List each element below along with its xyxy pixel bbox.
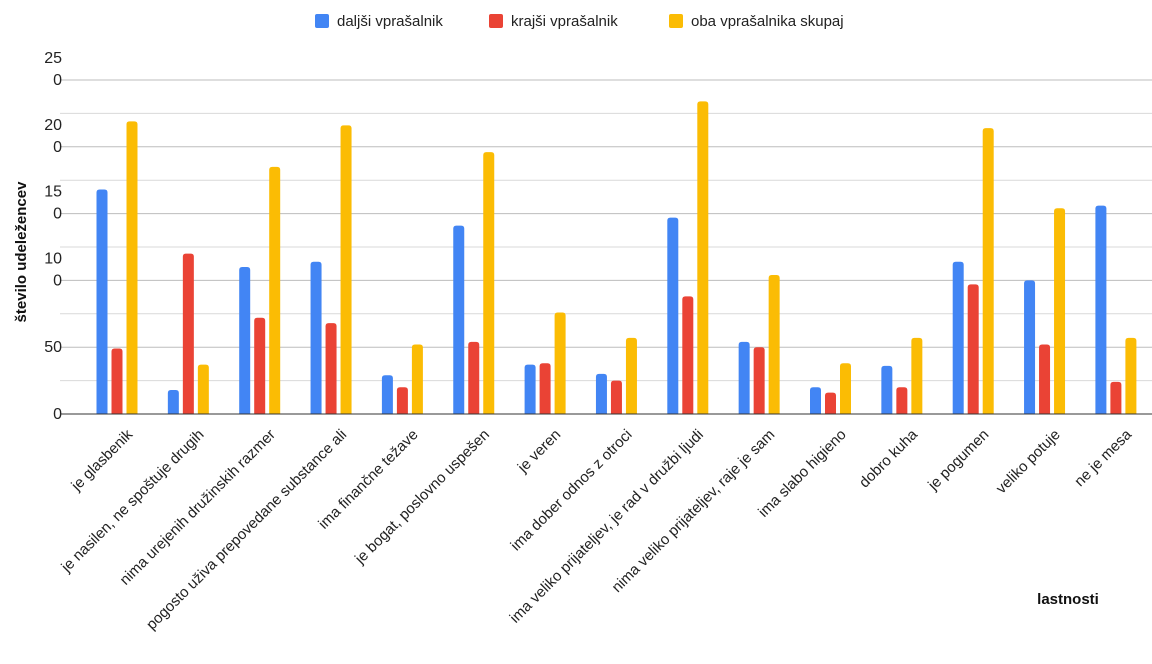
bar	[697, 101, 709, 414]
bar	[340, 125, 352, 414]
x-tick-label: je bogat, poslovno uspešen	[351, 426, 493, 568]
x-tick-label: ne je mesa	[1071, 426, 1135, 490]
bar	[881, 365, 893, 414]
bar	[1125, 337, 1137, 414]
x-tick-label: je nasilen, ne spoštuje drugih	[57, 426, 207, 576]
bar	[126, 121, 138, 414]
x-tick-label: je veren	[514, 426, 564, 476]
y-tick-label: 50	[44, 339, 62, 356]
bar	[768, 275, 780, 414]
bar	[554, 312, 566, 414]
x-tick-label: veliko potuje	[993, 426, 1064, 497]
bar	[239, 267, 251, 414]
bar	[738, 341, 750, 414]
bar	[396, 387, 408, 414]
bar	[825, 392, 836, 414]
bar	[982, 128, 994, 414]
bar	[197, 364, 209, 414]
bar	[182, 253, 194, 414]
y-tick-label: 25 0	[44, 50, 62, 89]
legend: daljši vprašalnik krajši vprašalnik oba vp…	[315, 13, 844, 30]
legend-swatch	[489, 14, 503, 28]
bar	[682, 296, 694, 414]
y-tick-label: 0	[53, 406, 62, 423]
y-axis-ticks: 0 50 10 0 15 0 20 0 25 0	[44, 50, 62, 423]
x-tick-label: je glasbenik	[67, 426, 136, 495]
bar	[96, 189, 108, 414]
bar	[667, 217, 679, 414]
legend-swatch	[315, 14, 329, 28]
x-axis-title: lastnosti	[1037, 591, 1099, 608]
bar	[254, 317, 266, 414]
x-tick-label: nima urejenih družinskih razmer	[117, 426, 279, 588]
bar	[595, 373, 607, 414]
bar	[810, 387, 821, 414]
bars	[96, 101, 1137, 415]
bar	[1054, 208, 1066, 414]
bar	[167, 389, 179, 414]
y-tick-label: 10 0	[44, 250, 62, 289]
legend-label: oba vprašalnika skupaj	[691, 13, 844, 30]
bar	[952, 261, 964, 414]
x-tick-label: ima dober odnos z otroci	[507, 426, 635, 554]
bar	[468, 341, 480, 414]
bar	[453, 225, 465, 414]
bar	[896, 387, 908, 414]
x-tick-label: je pogumen	[924, 426, 992, 494]
bar	[381, 375, 393, 414]
bar	[411, 344, 423, 414]
bar	[269, 166, 281, 414]
bar	[524, 364, 536, 414]
bar	[483, 152, 495, 415]
bar	[111, 348, 123, 414]
y-tick-label: 20 0	[44, 117, 62, 156]
legend-swatch	[669, 14, 683, 28]
bar	[625, 337, 637, 414]
bar	[1110, 381, 1122, 414]
y-axis-title: število udeležencev	[13, 181, 30, 323]
bar	[310, 261, 322, 414]
bar	[753, 347, 765, 414]
bar	[840, 363, 851, 414]
legend-label: daljši vprašalnik	[337, 13, 443, 30]
bar	[967, 284, 979, 414]
bar	[325, 323, 337, 414]
bar	[610, 380, 622, 414]
legend-label: krajši vprašalnik	[511, 13, 618, 30]
bar	[1039, 344, 1051, 414]
bar	[1024, 280, 1036, 414]
bar	[911, 337, 923, 414]
y-tick-label: 15 0	[44, 184, 62, 223]
bar	[1095, 205, 1107, 414]
x-tick-label: dobro kuha	[856, 426, 922, 492]
bar	[539, 363, 551, 414]
